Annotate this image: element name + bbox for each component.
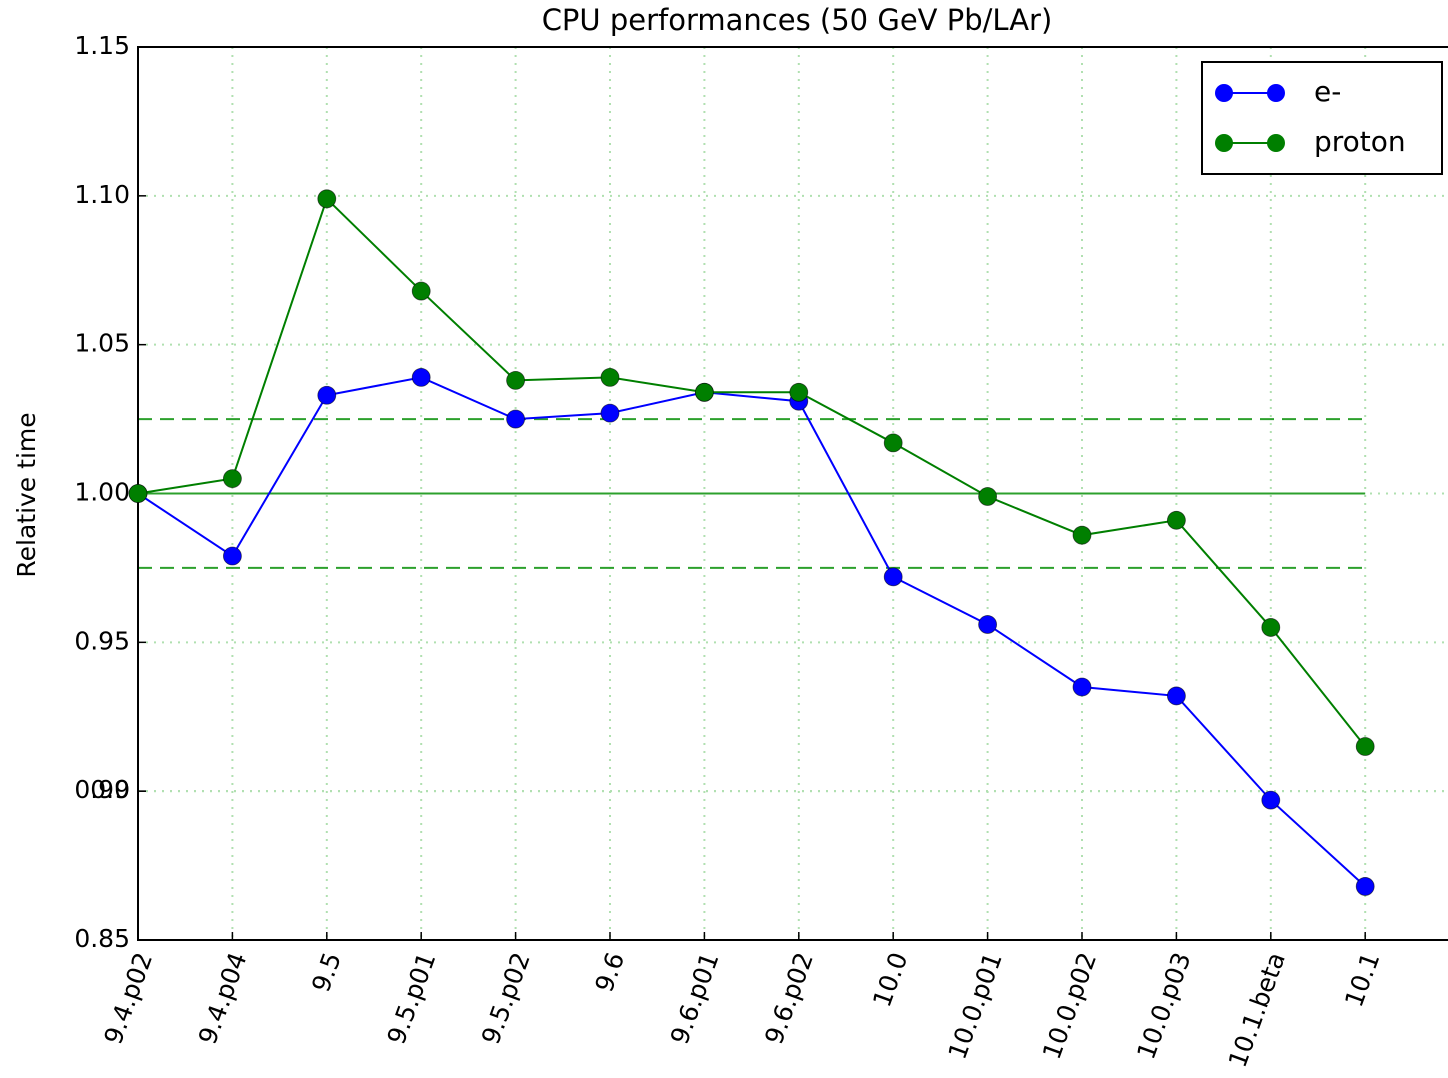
data-point: [1355, 877, 1375, 896]
data-point: [978, 615, 997, 634]
x-tick-label: 10.1: [1339, 949, 1385, 1011]
data-point: [128, 484, 148, 503]
x-tick-label: 10.0: [867, 949, 913, 1011]
data-point: [789, 382, 809, 402]
x-tick-label: 9.5: [306, 949, 347, 996]
data-point: [411, 281, 431, 301]
data-point: [222, 469, 242, 489]
x-tick-label: 10.1.beta: [1223, 949, 1291, 1072]
data-point: [978, 487, 997, 506]
data-point: [411, 368, 431, 387]
x-tick-label: 9.6.p02: [759, 949, 819, 1049]
x-tick-label: 9.5.p01: [382, 949, 442, 1049]
x-tick-label: 10.0.p03: [1131, 949, 1196, 1064]
y-tick-label: 0.90: [74, 775, 130, 804]
x-tick-label: 9.6: [589, 949, 630, 996]
y-tick-label: 1.00: [74, 478, 130, 507]
legend-marker: [1267, 134, 1285, 152]
data-point: [1261, 618, 1281, 637]
legend-marker: [1267, 84, 1285, 102]
data-point: [600, 403, 620, 423]
data-point: [600, 368, 620, 387]
x-tick-label: 9.6.p01: [665, 949, 725, 1049]
y-tick-label: 0.9: [90, 775, 130, 804]
legend-box: [1201, 61, 1443, 175]
series-line: [137, 376, 1366, 888]
data-point: [317, 189, 337, 209]
y-tick-label: 0.85: [74, 924, 130, 953]
x-tick-label: 10.0.p01: [942, 949, 1007, 1064]
data-point: [317, 385, 337, 405]
data-point: [883, 433, 903, 453]
y-tick-label: 1.05: [74, 329, 130, 358]
legend-label: e-: [1314, 75, 1341, 108]
data-point: [222, 546, 242, 566]
y-axis-label: Relative time: [12, 412, 41, 577]
data-point: [1167, 510, 1186, 530]
x-tick-label: 10.0.p02: [1037, 949, 1102, 1064]
y-tick-label: 0.95: [74, 626, 130, 655]
legend-marker: [1215, 84, 1233, 102]
data-point: [1072, 677, 1092, 697]
data-point: [1261, 790, 1281, 810]
x-tick-label: 9.4.p04: [193, 949, 253, 1049]
data-point: [1355, 737, 1375, 756]
data-point: [506, 370, 525, 390]
data-point: [1072, 525, 1092, 545]
data-point: [1167, 686, 1186, 706]
y-tick-label: 1.15: [74, 31, 130, 60]
y-tick-label: 1.10: [74, 180, 130, 209]
legend-marker: [1215, 134, 1233, 152]
legend-label: proton: [1314, 125, 1406, 158]
x-tick-label: 9.4.p02: [98, 949, 158, 1049]
x-tick-label: 9.5.p02: [476, 949, 536, 1049]
data-point: [695, 382, 714, 402]
data-point: [883, 567, 903, 587]
data-point: [506, 409, 525, 429]
chart-title: CPU performances (50 GeV Pb/LAr): [542, 3, 1053, 37]
series-line: [137, 196, 1366, 748]
